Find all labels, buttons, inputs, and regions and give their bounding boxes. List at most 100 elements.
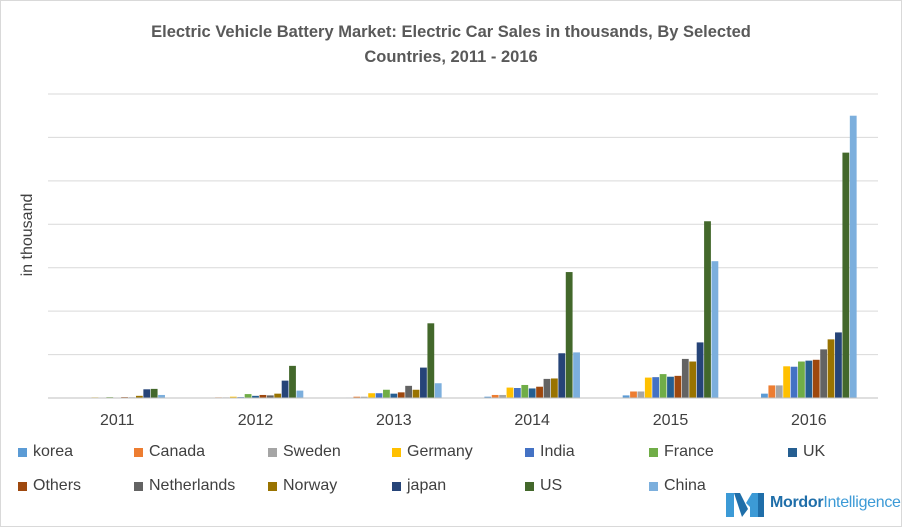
chart-title-line-1: Electric Vehicle Battery Market: Electri… — [151, 23, 751, 41]
legend-swatch — [649, 481, 658, 491]
legend-label: Norway — [283, 477, 338, 494]
bar-uk-2016 — [805, 360, 813, 398]
bar-france-2015 — [659, 374, 667, 398]
bar-sweden-2016 — [775, 385, 783, 398]
logo-brand-suffix: Intelligence — [823, 494, 901, 511]
bar-germany-2013 — [368, 393, 376, 398]
legend-label: India — [540, 443, 575, 460]
logo-brand-name: Mordor — [770, 494, 824, 511]
legend-swatch — [525, 481, 534, 491]
bar-japan-2014 — [558, 353, 566, 398]
bar-netherlands-2016 — [820, 349, 828, 398]
legend-swatch — [134, 481, 143, 491]
bar-norway-2011 — [135, 395, 143, 398]
bar-others-2013 — [397, 392, 405, 398]
legend-label: China — [664, 477, 706, 494]
x-tick-label: 2016 — [791, 412, 827, 429]
legend-item-sweden: Sweden — [268, 443, 341, 461]
bar-us-2012 — [289, 365, 296, 398]
bar-others-2014 — [536, 386, 543, 398]
bar-japan-2015 — [696, 342, 704, 398]
bar-china-2016 — [849, 115, 857, 399]
legend-item-netherlands: Netherlands — [134, 477, 235, 495]
bar-us-2016 — [842, 152, 850, 398]
bar-others-2012 — [259, 394, 267, 398]
legend-label: France — [664, 443, 714, 460]
x-tick-label: 2011 — [100, 412, 135, 429]
bar-us-2011 — [150, 388, 158, 398]
bar-netherlands-2013 — [405, 385, 413, 398]
bar-norway-2013 — [412, 389, 420, 398]
bar-norway-2014 — [550, 378, 558, 398]
legend-item-india: India — [525, 443, 575, 461]
bar-germany-2014 — [506, 387, 514, 398]
legend-swatch — [134, 447, 143, 457]
legend-label: Sweden — [283, 443, 341, 460]
legend-label: japan — [407, 477, 447, 494]
bar-us-2013 — [427, 323, 435, 398]
legend-label: Canada — [149, 443, 206, 460]
bar-japan-2016 — [835, 332, 842, 398]
mordor-logo-icon — [726, 493, 764, 517]
legend-swatch — [392, 481, 401, 491]
mordor-intelligence-logo: MordorIntelligence — [726, 488, 901, 518]
bar-uk-2015 — [667, 376, 674, 398]
bar-japan-2013 — [420, 367, 427, 398]
bar-india-2014 — [513, 388, 521, 398]
bar-uk-2013 — [390, 393, 398, 398]
legend-swatch — [268, 447, 277, 457]
bar-us-2014 — [565, 272, 573, 398]
bar-sweden-2015 — [637, 391, 645, 398]
bar-china-2013 — [434, 383, 442, 398]
bar-china-2014 — [573, 352, 580, 398]
bar-others-2016 — [812, 359, 820, 398]
bar-korea-2016 — [761, 393, 768, 398]
bar-india-2013 — [375, 393, 383, 398]
bar-uk-2012 — [252, 395, 259, 398]
legend-swatch — [788, 447, 797, 457]
legend-item-canada: Canada — [134, 443, 205, 461]
bar-sweden-2013 — [360, 396, 368, 398]
legend-label: Germany — [407, 443, 473, 460]
x-tick-label: 2015 — [653, 412, 689, 429]
bar-norway-2015 — [689, 361, 697, 398]
bar-norway-2016 — [827, 339, 835, 398]
bar-china-2012 — [296, 390, 304, 398]
bar-uk-2014 — [528, 388, 536, 398]
bar-china-2011 — [158, 394, 165, 398]
bar-france-2014 — [521, 384, 529, 398]
bar-others-2015 — [674, 375, 682, 398]
bar-china-2015 — [711, 261, 719, 398]
logo-text: MordorIntelligence — [770, 494, 901, 512]
bar-germany-2015 — [644, 377, 652, 398]
bar-norway-2012 — [274, 393, 282, 398]
legend-item-china: China — [649, 477, 706, 495]
bar-japan-2012 — [281, 380, 289, 398]
legend-item-korea: korea — [18, 443, 73, 461]
chart-legend: korea Canada Sweden Germany India France UK Oth… — [18, 443, 825, 513]
chart-title-line-2: Countries, 2011 - 2016 — [364, 48, 538, 66]
legend-swatch — [18, 481, 27, 491]
bar-india-2016 — [790, 366, 798, 398]
legend-label: korea — [33, 443, 74, 460]
bar-korea-2015 — [622, 395, 630, 398]
legend-item-japan: japan — [392, 477, 446, 495]
bar-us-2015 — [704, 221, 711, 398]
bar-netherlands-2014 — [543, 378, 551, 398]
legend-item-france: France — [649, 443, 714, 461]
legend-item-uk: UK — [788, 443, 825, 461]
bar-netherlands-2012 — [266, 395, 274, 398]
x-tick-label: 2014 — [514, 412, 550, 429]
legend-item-germany: Germany — [392, 443, 473, 461]
legend-swatch — [392, 447, 401, 457]
legend-label: US — [540, 477, 563, 494]
bar-france-2013 — [383, 389, 390, 398]
bar-japan-2011 — [143, 389, 151, 398]
bar-netherlands-2015 — [681, 358, 689, 398]
legend-label: UK — [803, 443, 826, 460]
bar-india-2015 — [652, 377, 660, 398]
bar-canada-2013 — [353, 396, 361, 398]
x-tick-label: 2013 — [376, 412, 412, 429]
